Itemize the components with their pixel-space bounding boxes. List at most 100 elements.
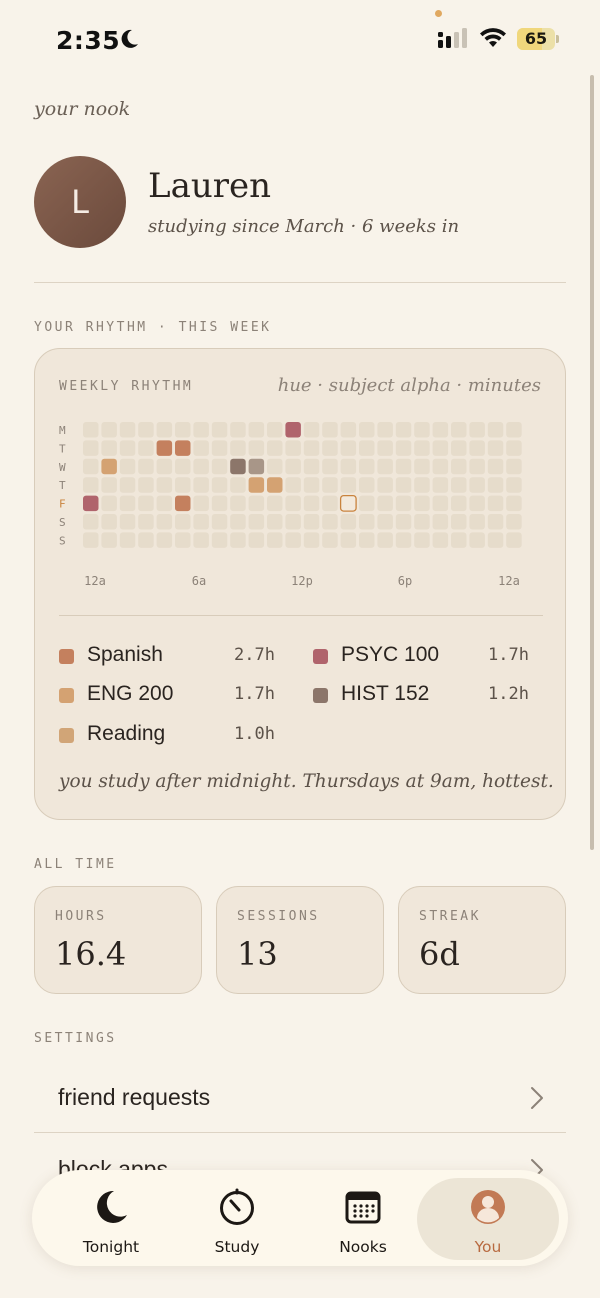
heatmap-cell [451, 458, 467, 475]
heatmap-cell-active [156, 440, 173, 456]
heatmap-cell [469, 514, 485, 530]
stat-card-streak: STREAK 6d [398, 886, 566, 994]
heatmap-cell [303, 514, 320, 530]
legend-subject-hours: 1.7h [488, 645, 529, 665]
legend-subject-hours: 2.7h [234, 645, 275, 665]
heatmap-cell [340, 514, 357, 530]
heatmap-cell [469, 440, 485, 456]
heatmap-cell [211, 477, 228, 493]
hour-label: 12a [84, 574, 106, 588]
stat-value: 16.4 [55, 935, 127, 973]
heatmap-cell [487, 495, 504, 512]
heatmap-cell [83, 422, 99, 438]
tab-study[interactable]: Study [172, 1178, 302, 1258]
heatmap-cell [267, 422, 283, 438]
heatmap-cell [469, 422, 485, 438]
legend-subject-name: PSYC 100 [341, 643, 440, 666]
heatmap-cell [303, 440, 320, 456]
tab-label: Tonight [82, 1238, 140, 1256]
heatmap-cell-active [83, 495, 99, 512]
heatmap-cell-active [175, 440, 191, 456]
heatmap-cell [248, 495, 265, 512]
heatmap-cell [175, 477, 191, 493]
heatmap-cell [395, 477, 412, 493]
heatmap-cell [451, 477, 467, 493]
heatmap-cell [432, 477, 449, 493]
settings-divider [34, 1132, 566, 1133]
heatmap-cell [211, 532, 228, 548]
heatmap-cell [285, 495, 301, 512]
heatmap-cell [83, 514, 99, 530]
heatmap-cell [83, 458, 99, 475]
heatmap-cell [285, 532, 301, 548]
heatmap-cell [322, 440, 338, 456]
heatmap-cell [119, 477, 136, 493]
tab-nooks[interactable]: Nooks [298, 1178, 428, 1258]
heatmap-cell [340, 422, 357, 438]
heatmap-cell [193, 458, 209, 475]
moon-icon [121, 29, 138, 48]
heatmap-cell [138, 477, 154, 493]
avatar[interactable]: L [34, 156, 126, 248]
battery-level: 65 [524, 29, 548, 48]
heatmap-cell [395, 532, 412, 548]
heatmap-cell-active [101, 458, 117, 475]
heatmap-cell [506, 532, 522, 548]
heatmap-cell [83, 477, 99, 493]
card-divider [59, 615, 543, 616]
heatmap-cell [432, 532, 449, 548]
heatmap-cell [267, 514, 283, 530]
heatmap-cell [487, 532, 504, 548]
heatmap-cell [230, 477, 246, 493]
heatmap-cell [506, 422, 522, 438]
heatmap-cell [340, 440, 357, 456]
heatmap-cell [211, 440, 228, 456]
legend-subject-name: ENG 200 [87, 682, 174, 705]
heatmap-cell [211, 514, 228, 530]
heatmap-cell [506, 477, 522, 493]
heatmap-cell [138, 495, 154, 512]
rhythm-section-label: YOUR RHYTHM · THIS WEEK [34, 320, 272, 335]
heatmap-cell [359, 495, 375, 512]
scrollbar[interactable] [590, 75, 594, 850]
heatmap-cell [211, 495, 228, 512]
heatmap-cell [377, 440, 393, 456]
tab-tonight[interactable]: Tonight [46, 1178, 176, 1258]
heatmap-cell [119, 422, 136, 438]
heatmap-cell [377, 422, 393, 438]
heatmap-cell [101, 514, 117, 530]
heatmap-cell [285, 440, 301, 456]
heatmap-cell [469, 532, 485, 548]
user-name: Lauren [148, 166, 272, 206]
heatmap-cell-active [248, 477, 265, 493]
heatmap-cell [451, 440, 467, 456]
heatmap-cell [414, 458, 430, 475]
heatmap-cell [395, 440, 412, 456]
heatmap-cell-active [175, 495, 191, 512]
weekly-rhythm-card: WEEKLY RHYTHM hue · subject alpha · minu… [34, 348, 566, 820]
day-label: F [59, 498, 66, 511]
stat-label: SESSIONS [237, 909, 320, 924]
section-divider [34, 282, 566, 283]
heatmap-cell [156, 532, 173, 548]
heatmap-cell [414, 514, 430, 530]
heatmap-cell [340, 458, 357, 475]
heatmap-cell [432, 440, 449, 456]
privacy-indicator-dot [435, 10, 442, 17]
heatmap-cell [414, 440, 430, 456]
heatmap-cell [322, 495, 338, 512]
stat-value: 6d [419, 935, 460, 973]
heatmap-cell [469, 458, 485, 475]
tab-label: Study [214, 1238, 260, 1256]
settings-item-friend-requests[interactable]: friend requests [34, 1062, 566, 1132]
stat-card-hours: HOURS 16.4 [34, 886, 202, 994]
tab-label: You [474, 1238, 502, 1256]
heatmap-cell [101, 422, 117, 438]
user-subtitle: studying since March · 6 weeks in [148, 216, 460, 237]
heatmap-cell [487, 477, 504, 493]
legend-subject-hours: 1.2h [488, 684, 529, 704]
cellular-signal-icon [438, 28, 467, 48]
tab-you[interactable]: You [417, 1178, 559, 1260]
heatmap-cell [395, 495, 412, 512]
rhythm-legend-hint: hue · subject alpha · minutes [277, 375, 541, 396]
